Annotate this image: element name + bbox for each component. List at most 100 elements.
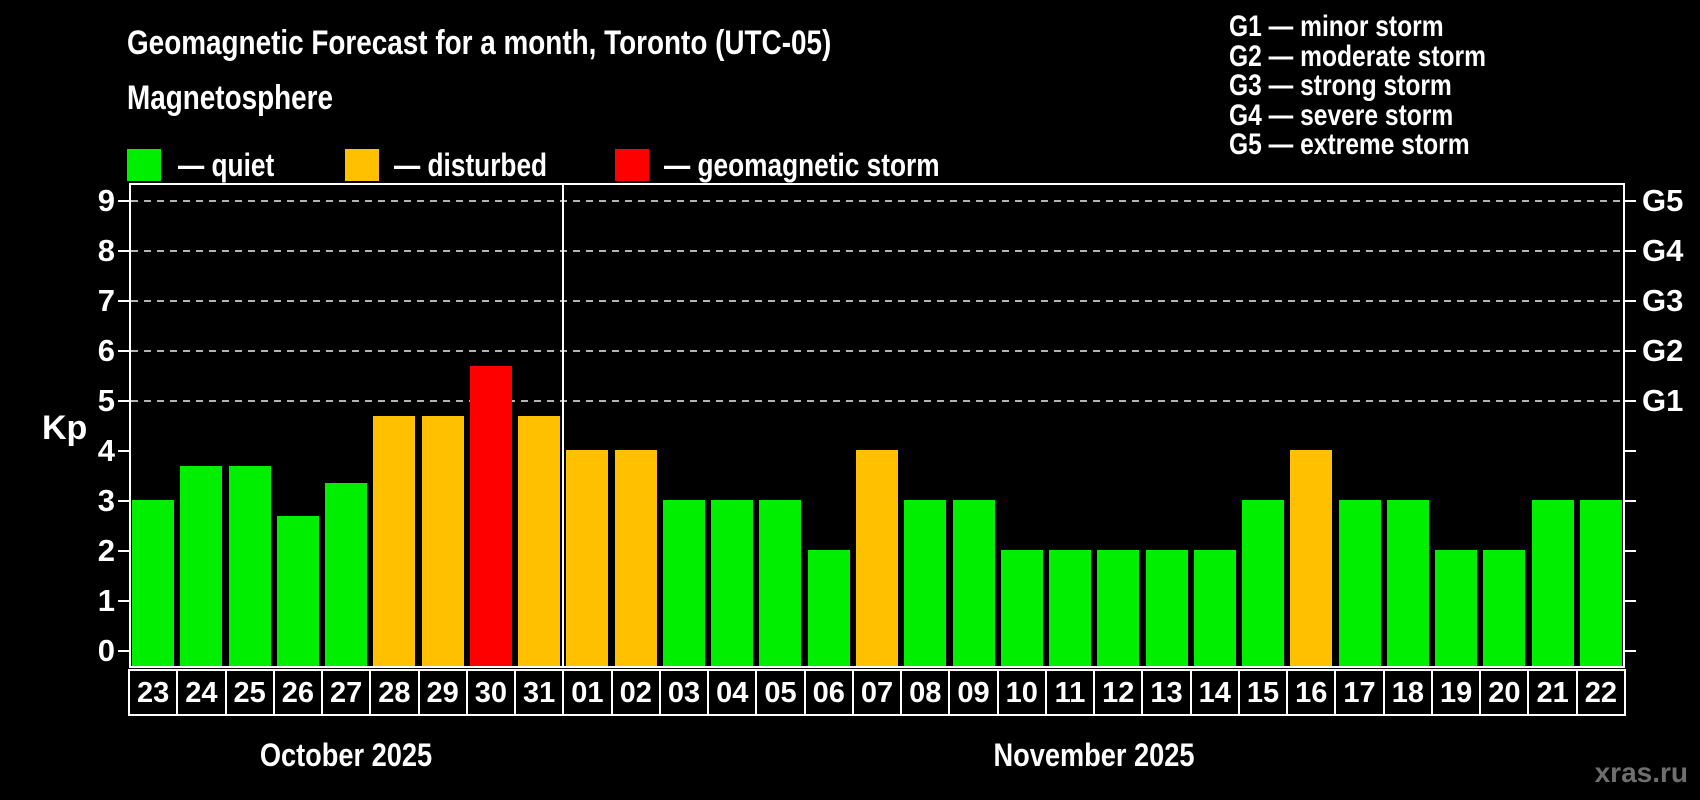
kp-bar-nov-08 [904,500,947,666]
y-tick-right-6 [1625,350,1636,352]
day-label-oct-23: 23 [128,669,179,716]
day-label-oct-28: 28 [369,669,420,716]
day-label-nov-11: 11 [1044,669,1096,716]
kp-bar-nov-07 [856,450,898,666]
kp-bar-nov-18 [1386,500,1429,666]
kp-bar-nov-03 [662,500,705,666]
month-label-october: October 2025 [259,737,433,773]
y-tick-left-7 [118,300,129,302]
g-scale-line-g2: G2 — moderate storm [1229,39,1487,73]
day-label-nov-06: 06 [803,669,854,716]
y-tick-label-8: 8 [97,233,115,268]
day-label-oct-30: 30 [465,669,517,716]
y-tick-right-9 [1625,200,1636,202]
day-label-oct-29: 29 [417,669,468,716]
day-label-nov-19: 19 [1430,669,1482,716]
kp-bar-oct-24 [180,466,223,666]
g-level-label-g5: G5 [1642,183,1684,218]
y-tick-label-9: 9 [97,183,115,218]
kp-bar-oct-30 [469,366,512,666]
kp-bar-nov-01 [566,450,609,666]
kp-bar-nov-15 [1242,500,1285,666]
day-label-nov-20: 20 [1479,669,1530,716]
kp-bar-nov-13 [1145,550,1188,666]
kp-bar-oct-27 [325,483,368,666]
legend-swatch-storm [615,149,649,181]
kp-bar-nov-20 [1483,550,1526,666]
kp-bar-nov-04 [711,500,754,666]
y-tick-right-7 [1625,300,1636,302]
g-level-label-g3: G3 [1642,283,1684,318]
day-label-nov-16: 16 [1286,669,1337,716]
day-label-oct-25: 25 [224,669,275,716]
day-label-nov-07: 07 [851,669,903,716]
y-tick-label-4: 4 [97,433,115,468]
kp-bar-nov-17 [1338,500,1381,666]
day-label-nov-15: 15 [1237,669,1289,716]
chart-title: Geomagnetic Forecast for a month, Toront… [127,24,832,62]
kp-bar-nov-09 [952,500,995,666]
g-scale-line-g4: G4 — severe storm [1229,98,1454,132]
plot-frame [129,183,1625,668]
day-label-nov-13: 13 [1141,669,1192,716]
legend-swatch-disturbed [345,149,379,181]
y-tick-right-2 [1625,550,1636,552]
kp-bar-oct-31 [518,416,561,666]
g-level-label-g4: G4 [1642,233,1684,268]
day-label-nov-10: 10 [996,669,1047,716]
day-label-oct-24: 24 [176,669,227,716]
gridline-kp5 [131,400,1623,402]
day-label-nov-01: 01 [562,669,613,716]
kp-bar-nov-16 [1290,450,1333,666]
gridline-kp9 [131,200,1623,202]
gridline-kp6 [131,350,1623,352]
kp-bar-oct-28 [373,416,416,666]
kp-bar-nov-06 [807,550,850,666]
watermark: xras.ru [1594,757,1688,788]
y-tick-left-3 [118,500,129,502]
y-axis-title: Kp [42,409,88,447]
legend-label-disturbed: — disturbed [394,147,548,183]
day-label-nov-09: 09 [948,669,999,716]
y-tick-label-0: 0 [97,633,115,668]
chart-subtitle: Magnetosphere [127,79,334,117]
day-label-nov-04: 04 [707,669,758,716]
day-label-nov-05: 05 [755,669,806,716]
g-scale-line-g1: G1 — minor storm [1229,10,1444,43]
y-tick-left-5 [118,400,129,402]
gridline-kp7 [131,300,1623,302]
month-separator [562,183,565,668]
kp-bar-nov-10 [1000,550,1043,666]
g-level-label-g1: G1 [1642,383,1684,418]
g-scale-line-g3: G3 — strong storm [1229,69,1452,102]
kp-bar-nov-12 [1097,550,1140,666]
day-label-nov-22: 22 [1575,669,1626,716]
kp-bar-oct-26 [276,516,319,666]
legend-swatch-quiet [127,149,161,181]
kp-bar-oct-23 [132,500,175,666]
kp-bar-nov-19 [1435,550,1478,666]
y-tick-label-6: 6 [97,333,115,368]
g-level-label-g2: G2 [1642,333,1684,368]
day-label-nov-02: 02 [610,669,661,716]
y-tick-right-3 [1625,500,1636,502]
kp-bar-nov-11 [1049,550,1092,666]
day-label-nov-14: 14 [1189,669,1240,716]
y-tick-label-2: 2 [97,533,115,568]
y-tick-right-8 [1625,250,1636,252]
day-label-oct-27: 27 [321,669,372,716]
y-tick-left-9 [118,200,129,202]
kp-bar-oct-25 [228,466,271,666]
y-tick-right-4 [1625,450,1636,452]
y-tick-left-6 [118,350,129,352]
day-label-nov-18: 18 [1382,669,1433,716]
day-label-nov-03: 03 [658,669,710,716]
g-scale-line-g5: G5 — extreme storm [1229,128,1470,161]
month-label-november: November 2025 [993,737,1195,773]
day-label-nov-12: 12 [1093,669,1144,716]
day-label-nov-08: 08 [900,669,951,716]
day-label-nov-21: 21 [1527,669,1578,716]
y-tick-label-3: 3 [97,483,115,518]
day-label-nov-17: 17 [1334,669,1385,716]
